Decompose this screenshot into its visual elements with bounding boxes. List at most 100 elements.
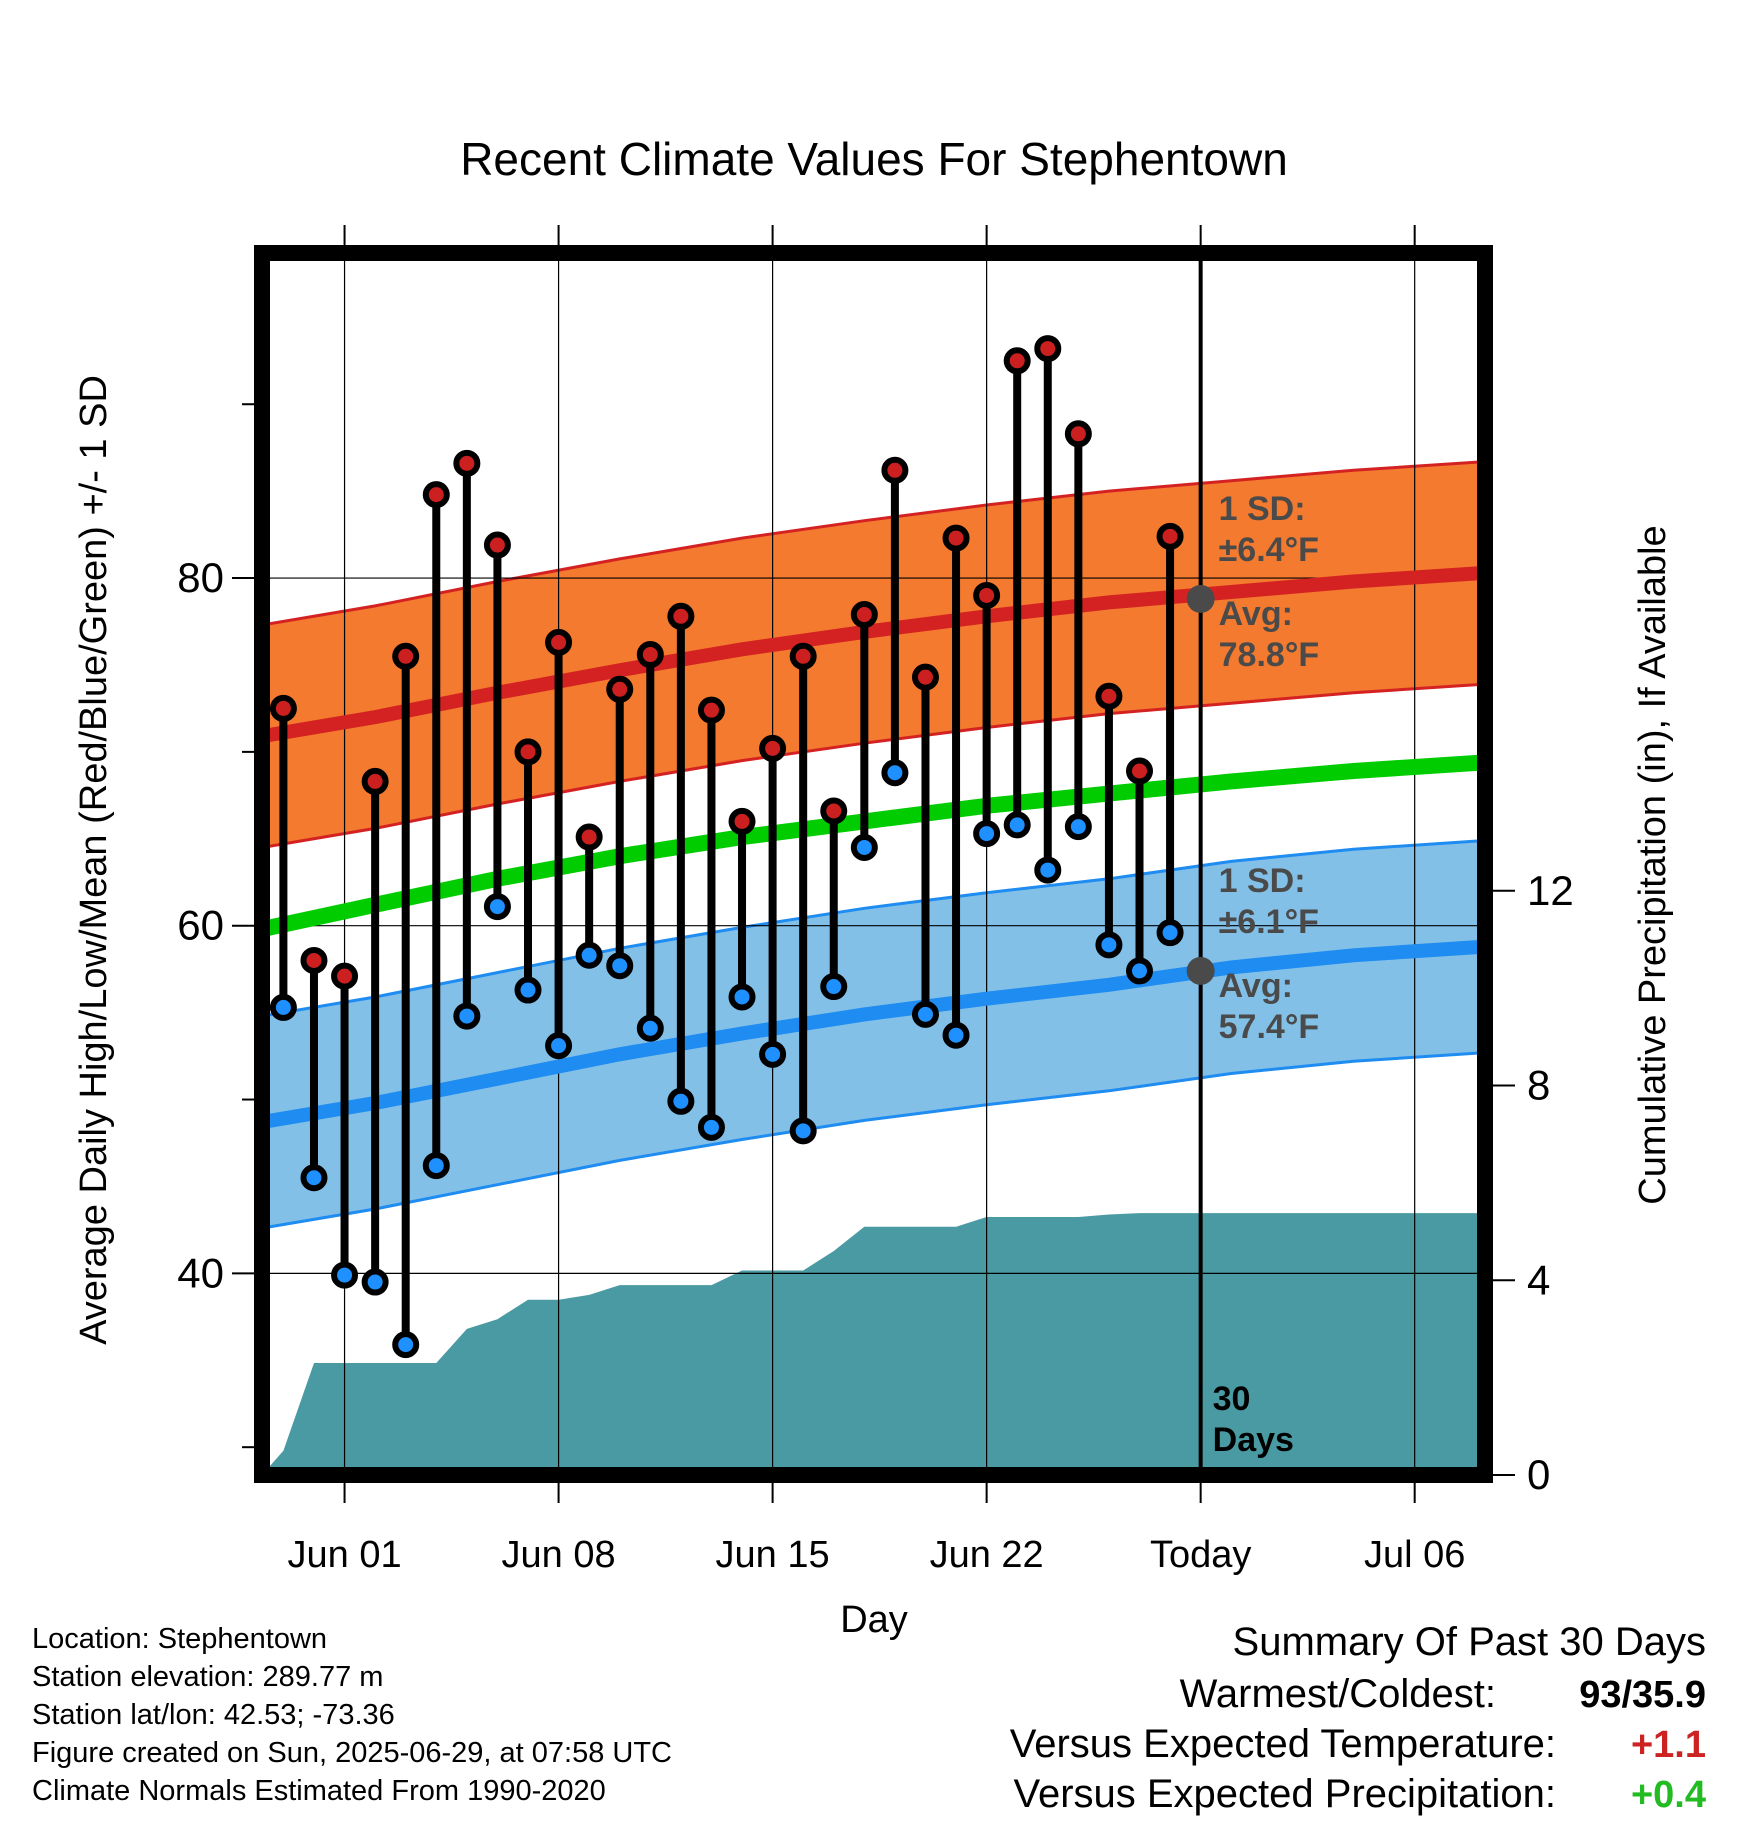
chart-title: Recent Climate Values For Stephentown (460, 133, 1288, 185)
daily-low-point (422, 1152, 450, 1180)
daily-high-point (697, 696, 725, 724)
warmest-label: Warmest/Coldest: (1179, 1672, 1496, 1716)
daily-low-point (331, 1261, 359, 1289)
x-tick-label: Jun 15 (716, 1534, 830, 1576)
daily-high-point (483, 531, 511, 559)
daily-high-point (911, 663, 939, 691)
daily-high-point (453, 449, 481, 477)
daily-low-point (453, 1002, 481, 1030)
precip-label: Versus Expected Precipitation: (1013, 1772, 1556, 1816)
daily-high-point (850, 601, 878, 629)
daily-high-point (1003, 347, 1031, 375)
precip-area (262, 1213, 1485, 1475)
daily-low-point (1156, 919, 1184, 947)
daily-high-point (545, 628, 573, 656)
y-axis-label: Average Daily High/Low/Mean (Red/Blue/Gr… (73, 375, 115, 1345)
x-axis-label: Day (840, 1599, 908, 1641)
daily-low-point (606, 952, 634, 980)
x-tick-label: Jun 08 (502, 1534, 616, 1576)
temp-value: +1.1 (1630, 1724, 1706, 1766)
x-tick-label: Jun 22 (930, 1534, 1044, 1576)
precip-value: +0.4 (1630, 1774, 1706, 1816)
daily-high-point (392, 642, 420, 670)
low-avg-label: Avg: (1219, 967, 1293, 1005)
daily-high-point (789, 642, 817, 670)
daily-high-point (1095, 682, 1123, 710)
y2-tick-label: 4 (1527, 1256, 1550, 1303)
daily-high-point (667, 602, 695, 630)
daily-high-point (1034, 335, 1062, 363)
daily-low-point (728, 983, 756, 1011)
created-text: Figure created on Sun, 2025-06-29, at 07… (32, 1737, 672, 1769)
plot-frame (254, 245, 1493, 1483)
daily-high-point (759, 734, 787, 762)
daily-high-point (269, 694, 297, 722)
daily-low-point (269, 993, 297, 1021)
daily-low-point (942, 1021, 970, 1049)
latlon-text: Station lat/lon: 42.53; -73.36 (32, 1699, 395, 1731)
daily-high-point (1156, 522, 1184, 550)
axes: Jun 01 Jun 08 Jun 15 Jun 22 Today Jul 0640608… (177, 225, 1574, 1576)
y-tick-label: 80 (177, 554, 224, 601)
daily-high-point (514, 738, 542, 766)
normal-high-band (262, 461, 1485, 848)
daily-low-point (300, 1164, 328, 1192)
summary-title: Summary Of Past 30 Days (1232, 1620, 1706, 1664)
high-sd-label: 1 SD: (1219, 490, 1306, 528)
y-tick-label: 40 (177, 1249, 224, 1296)
daily-high-point (575, 823, 603, 851)
daily-low-point (575, 941, 603, 969)
daily-low-point (850, 833, 878, 861)
daily-high-point (881, 456, 909, 484)
elevation-text: Station elevation: 289.77 m (32, 1661, 384, 1693)
daily-high-point (1126, 757, 1154, 785)
daily-high-point (331, 962, 359, 990)
daily-low-point (820, 973, 848, 1001)
y2-tick-label: 12 (1527, 867, 1574, 914)
summary-warmest-row: Warmest/Coldest: 93/35.9 (1180, 1672, 1706, 1717)
low-band-lower-edge (262, 1051, 1485, 1230)
low-sd-label: 1 SD: (1219, 862, 1306, 900)
normals-text: Climate Normals Estimated From 1990-2020 (32, 1775, 606, 1807)
y2-tick-label: 0 (1527, 1451, 1550, 1498)
daily-low-point (911, 1000, 939, 1028)
summary-precip-row: Versus Expected Precipitation: +0.4 (1013, 1772, 1706, 1817)
low-sd-value: ±6.1°F (1219, 903, 1319, 941)
daily-low-point (514, 976, 542, 1004)
daily-low-point (1064, 813, 1092, 841)
daily-high-point (636, 641, 664, 669)
station-info: Location: Stephentown Station elevation:… (32, 1620, 672, 1810)
daily-high-point (361, 767, 389, 795)
high-avg-value: 78.8°F (1219, 636, 1320, 674)
x-tick-label: Jul 06 (1364, 1534, 1465, 1576)
temp-label: Versus Expected Temperature: (1009, 1722, 1556, 1766)
daily-low-point (1003, 811, 1031, 839)
high-sd-value: ±6.4°F (1219, 531, 1319, 569)
daily-low-point (789, 1117, 817, 1145)
summary-temp-row: Versus Expected Temperature: +1.1 (1010, 1722, 1706, 1767)
today-avg-high-marker (1186, 584, 1215, 613)
y2-axis-label: Cumulative Precipitation (in), If Availa… (1632, 525, 1674, 1204)
daily-low-point (392, 1331, 420, 1359)
daily-high-point (973, 581, 1001, 609)
today-avg-low-marker (1186, 956, 1215, 985)
daily-high-point (820, 797, 848, 825)
daily-low-point (361, 1268, 389, 1296)
daily-low-point (697, 1113, 725, 1141)
high-avg-label: Avg: (1219, 595, 1293, 633)
daily-low-point (1034, 856, 1062, 884)
warmest-value: 93/35.9 (1579, 1674, 1706, 1716)
daily-low-point (1126, 957, 1154, 985)
daily-high-point (942, 524, 970, 552)
daily-low-point (1095, 931, 1123, 959)
location-text: Location: Stephentown (32, 1623, 328, 1655)
days-word-label: Days (1213, 1421, 1294, 1459)
daily-high-point (606, 675, 634, 703)
daily-low-point (545, 1032, 573, 1060)
low-avg-value: 57.4°F (1219, 1008, 1320, 1046)
daily-high-point (728, 807, 756, 835)
daily-low-point (483, 893, 511, 921)
